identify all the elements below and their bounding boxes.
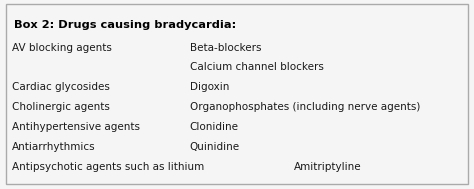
Text: Antihypertensive agents: Antihypertensive agents xyxy=(12,122,140,132)
Text: Organophosphates (including nerve agents): Organophosphates (including nerve agents… xyxy=(190,102,420,112)
Text: Antipsychotic agents such as lithium: Antipsychotic agents such as lithium xyxy=(12,162,204,172)
Text: AV blocking agents: AV blocking agents xyxy=(12,43,112,53)
Text: Cholinergic agents: Cholinergic agents xyxy=(12,102,109,112)
Text: Cardiac glycosides: Cardiac glycosides xyxy=(12,82,109,92)
Text: Quinidine: Quinidine xyxy=(190,142,240,152)
Text: Antiarrhythmics: Antiarrhythmics xyxy=(12,142,95,152)
Text: Digoxin: Digoxin xyxy=(190,82,229,92)
Text: Amitriptyline: Amitriptyline xyxy=(294,162,362,172)
Text: Calcium channel blockers: Calcium channel blockers xyxy=(190,62,323,72)
Text: Box 2: Drugs causing bradycardia:: Box 2: Drugs causing bradycardia: xyxy=(14,20,237,30)
FancyBboxPatch shape xyxy=(6,4,468,184)
Text: Clonidine: Clonidine xyxy=(190,122,238,132)
Text: Beta-blockers: Beta-blockers xyxy=(190,43,261,53)
